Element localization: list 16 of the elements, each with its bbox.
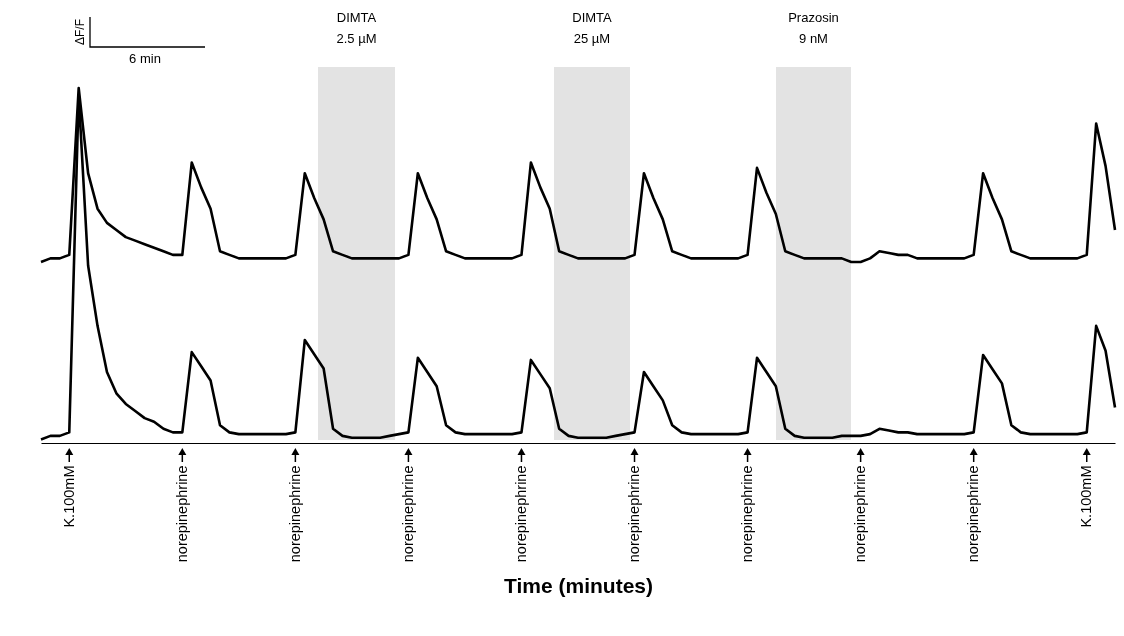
x-tick-label: norepinephrine — [739, 465, 756, 563]
text: ΔF/F — [73, 18, 87, 46]
x-tick-label: norepinephrine — [965, 465, 982, 563]
x-axis-title: Time (minutes) — [504, 574, 653, 598]
text: Prazosin 9 nM — [788, 10, 839, 46]
x-tick-label: norepinephrine — [399, 465, 416, 563]
text: DIMTA 25 µM — [572, 10, 613, 46]
text: DIMTA 2.5 µM — [336, 10, 377, 46]
x-tick-label: K.100mM — [1078, 465, 1095, 528]
x-tick-label: norepinephrine — [852, 465, 869, 563]
x-tick-label: norepinephrine — [512, 465, 529, 563]
x-tick-label: norepinephrine — [626, 465, 643, 563]
x-tick-label: norepinephrine — [173, 465, 190, 563]
x-tick-label: norepinephrine — [286, 465, 303, 563]
text: 6 min — [129, 51, 161, 66]
x-tick-label: K.100mM — [60, 465, 77, 528]
